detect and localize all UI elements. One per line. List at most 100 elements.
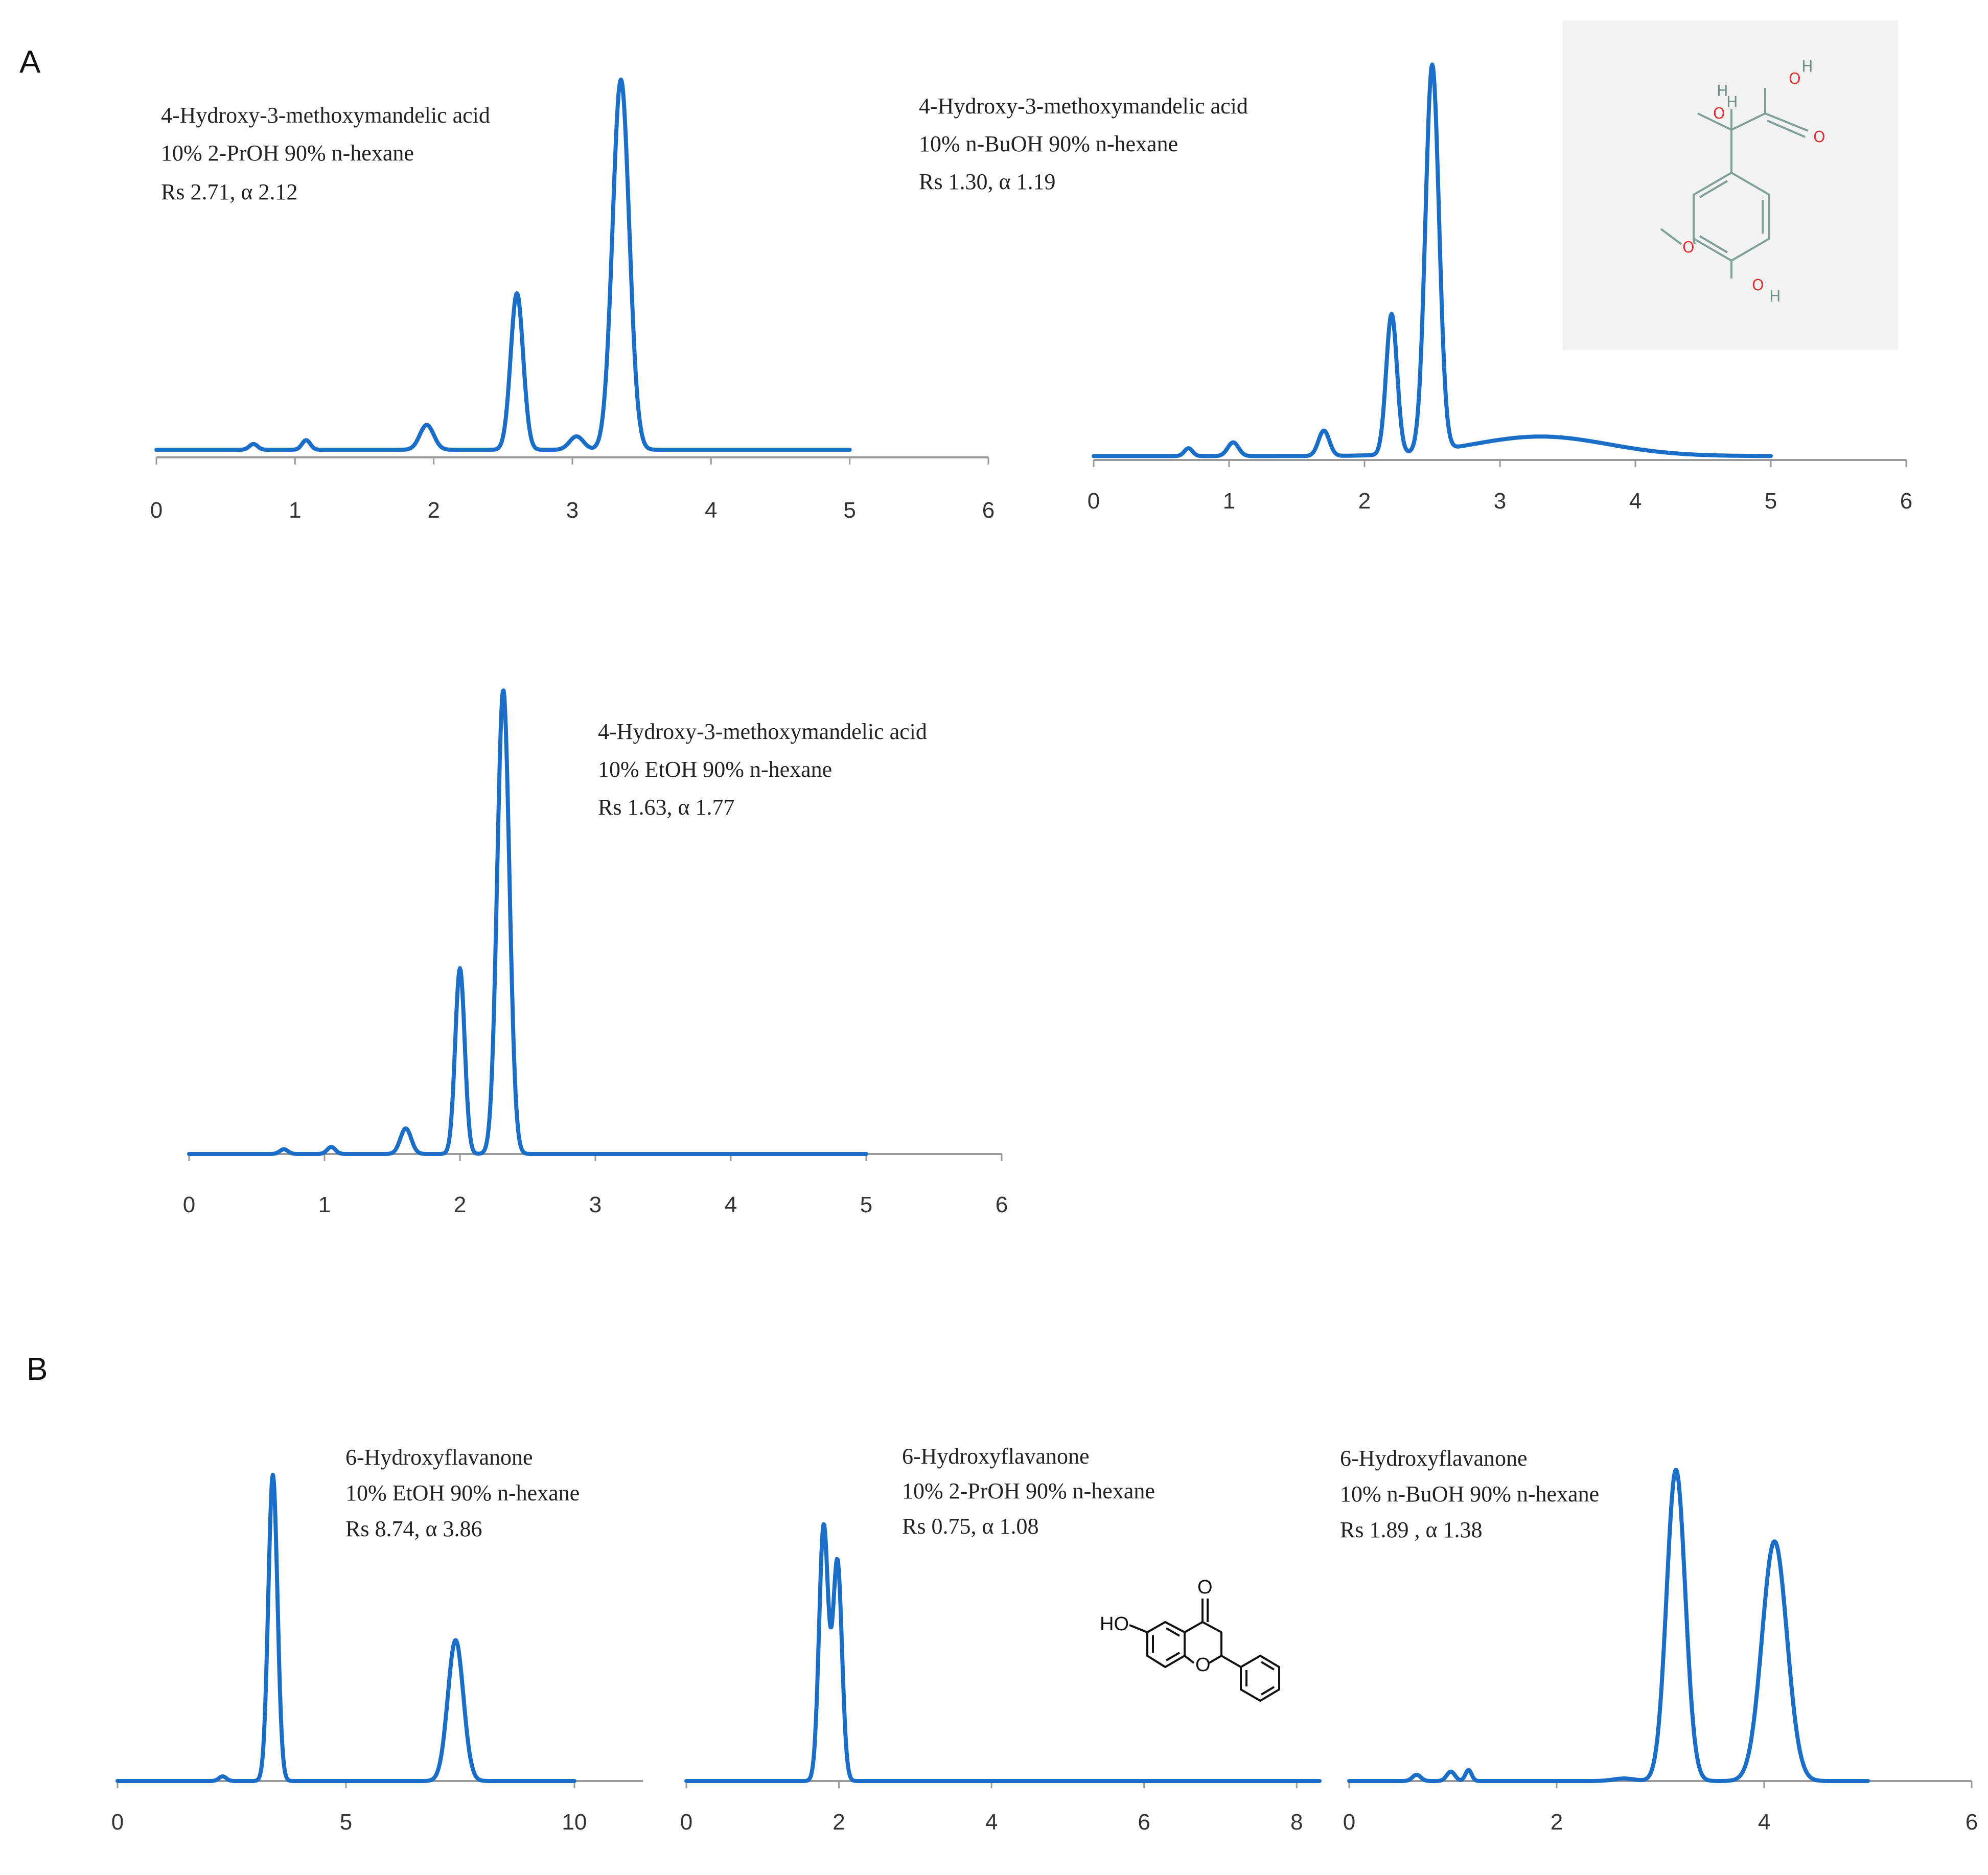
ring-a-double-3 — [1166, 1652, 1180, 1661]
atom-h-acid: H — [1801, 58, 1813, 76]
chromatogram-a2: 0 1 2 3 4 5 6 — [1088, 62, 1912, 514]
x-tick-label: 10 — [562, 1810, 587, 1835]
atom-h-alpha: H — [1726, 94, 1738, 111]
structure-vma-bonds — [1660, 88, 1809, 279]
chromatogram-a1: 0 1 2 3 4 5 6 — [150, 77, 995, 523]
ring-b-bonds — [1240, 1654, 1280, 1702]
annotation-a3-line3: Rs 1.63, α 1.77 — [598, 795, 735, 820]
x-tick-label: 0 — [1088, 489, 1100, 514]
bond-alpha-carboxyl — [1731, 112, 1766, 131]
bond-c3 — [1202, 1621, 1222, 1633]
annotation-b3-line2: 10% n-BuOH 90% n-hexane — [1340, 1482, 1599, 1507]
x-tick-label: 2 — [833, 1810, 845, 1835]
annotation-b1-line1: 6-Hydroxyflavanone — [345, 1445, 533, 1470]
annotation-b1-line3: Rs 8.74, α 3.86 — [345, 1516, 482, 1541]
chromatogram-b2: 0 2 4 6 8 — [680, 1522, 1322, 1835]
annotation-a3-line2: 10% EtOH 90% n-hexane — [598, 757, 832, 782]
atom-o-phenol: O — [1752, 276, 1764, 294]
chromatogram-trace — [684, 1522, 1322, 1783]
atom-o-acid: O — [1789, 70, 1801, 88]
x-tick-label: 3 — [589, 1192, 602, 1217]
annotation-a1: 4-Hydroxy-3-methoxymandelic acid 10% 2-P… — [161, 103, 490, 204]
bond-o1-ring — [1184, 1655, 1195, 1664]
bond-c2-o1 — [1208, 1655, 1222, 1664]
x-tick-label: 4 — [985, 1810, 998, 1835]
ring-b-double-3 — [1260, 1686, 1275, 1696]
x-tick-label: 5 — [843, 498, 856, 523]
chromatogram-b1: 0 5 10 — [111, 1473, 643, 1835]
x-tick-label: 1 — [1223, 489, 1235, 514]
x-tick-label: 3 — [1494, 489, 1506, 514]
panel-letter-b: B — [27, 1352, 48, 1387]
x-tick-label: 0 — [183, 1192, 195, 1217]
x-tick-label: 0 — [111, 1810, 124, 1835]
x-tick-label: 5 — [860, 1192, 872, 1217]
annotation-a1-line1: 4-Hydroxy-3-methoxymandelic acid — [161, 103, 490, 128]
annotation-a3-line1: 4-Hydroxy-3-methoxymandelic acid — [598, 719, 927, 744]
annotation-a1-line2: 10% 2-PrOH 90% n-hexane — [161, 141, 414, 166]
bond-carboxyl-o2 — [1767, 120, 1806, 138]
annotation-a2-line1: 4-Hydroxy-3-methoxymandelic acid — [919, 94, 1248, 119]
annotation-b3-line3: Rs 1.89 , α 1.38 — [1340, 1517, 1483, 1542]
x-tick-label: 1 — [289, 498, 301, 523]
chromatogram-a3: 0 1 2 3 4 5 6 — [183, 688, 1008, 1217]
atom-o-carbonyl: O — [1197, 1577, 1213, 1598]
structure-flavanone: HO O O — [1100, 1577, 1280, 1702]
chromatogram-trace — [154, 77, 852, 452]
atom-o-hydroxyl: O — [1713, 105, 1725, 123]
bond-ho — [1129, 1624, 1148, 1633]
x-tick-label: 4 — [705, 498, 717, 523]
annotation-a1-line3: Rs 2.71, α 2.12 — [161, 179, 298, 204]
annotation-a3: 4-Hydroxy-3-methoxymandelic acid 10% EtO… — [598, 719, 927, 820]
x-tick-label: 2 — [454, 1192, 466, 1217]
bond-o-methyl — [1660, 228, 1682, 245]
annotation-b2: 6-Hydroxyflavanone 10% 2-PrOH 90% n-hexa… — [902, 1444, 1155, 1539]
atom-o-ring: O — [1195, 1654, 1211, 1676]
x-tick-label: 3 — [566, 498, 579, 523]
ring-double-3 — [1699, 180, 1728, 198]
atom-o-methoxy: O — [1682, 239, 1695, 257]
bond-carboxyl-o1 — [1765, 112, 1809, 132]
annotation-a2-line3: Rs 1.30, α 1.19 — [919, 169, 1056, 194]
x-tick-label: 6 — [1138, 1810, 1150, 1835]
ring-double-2 — [1699, 235, 1728, 253]
annotation-b1-line2: 10% EtOH 90% n-hexane — [345, 1480, 580, 1506]
chromatogram-trace — [115, 1473, 576, 1783]
x-tick-label: 5 — [340, 1810, 352, 1835]
bond-c2-phenyl — [1220, 1655, 1242, 1668]
atom-h-phenol: H — [1769, 288, 1781, 306]
ring-a-double-2 — [1166, 1627, 1180, 1637]
x-tick-label: 0 — [150, 498, 163, 523]
atom-ho: HO — [1100, 1613, 1129, 1635]
x-tick-label: 0 — [1343, 1810, 1355, 1835]
x-tick-label: 4 — [1629, 489, 1642, 514]
structure-vma-background — [1562, 20, 1898, 350]
x-tick-label: 4 — [725, 1192, 737, 1217]
x-tick-label: 2 — [1358, 489, 1371, 514]
annotation-b2-line3: Rs 0.75, α 1.08 — [902, 1514, 1039, 1539]
chromatogram-trace — [1347, 1468, 1870, 1783]
x-tick-label: 5 — [1765, 489, 1777, 514]
annotation-a2-line2: 10% n-BuOH 90% n-hexane — [919, 131, 1178, 156]
annotation-b3-line1: 6-Hydroxyflavanone — [1340, 1446, 1528, 1471]
annotation-b2-line2: 10% 2-PrOH 90% n-hexane — [902, 1478, 1155, 1503]
chromatogram-trace — [187, 688, 868, 1156]
x-tick-label: 4 — [1758, 1810, 1770, 1835]
ring-b-double-2 — [1260, 1661, 1275, 1671]
x-tick-label: 6 — [982, 498, 995, 523]
chromatogram-b3: 0 2 4 6 — [1343, 1468, 1978, 1835]
x-tick-label: 6 — [1900, 489, 1912, 514]
atom-h-hydroxyl: H — [1717, 82, 1728, 100]
x-tick-label: 6 — [996, 1192, 1008, 1217]
atom-o-carbonyl: O — [1813, 128, 1825, 146]
annotation-a2: 4-Hydroxy-3-methoxymandelic acid 10% n-B… — [919, 94, 1248, 194]
structure-vma-atoms: H H H O O O O O H — [1682, 58, 1825, 306]
bond-ring-ome — [1693, 238, 1696, 245]
x-tick-label: 2 — [427, 498, 440, 523]
x-tick-label: 1 — [318, 1192, 331, 1217]
bond-alpha-oh — [1697, 112, 1732, 131]
x-tick-label: 6 — [1966, 1810, 1978, 1835]
x-tick-label: 0 — [680, 1810, 692, 1835]
x-tick-label: 2 — [1551, 1810, 1563, 1835]
